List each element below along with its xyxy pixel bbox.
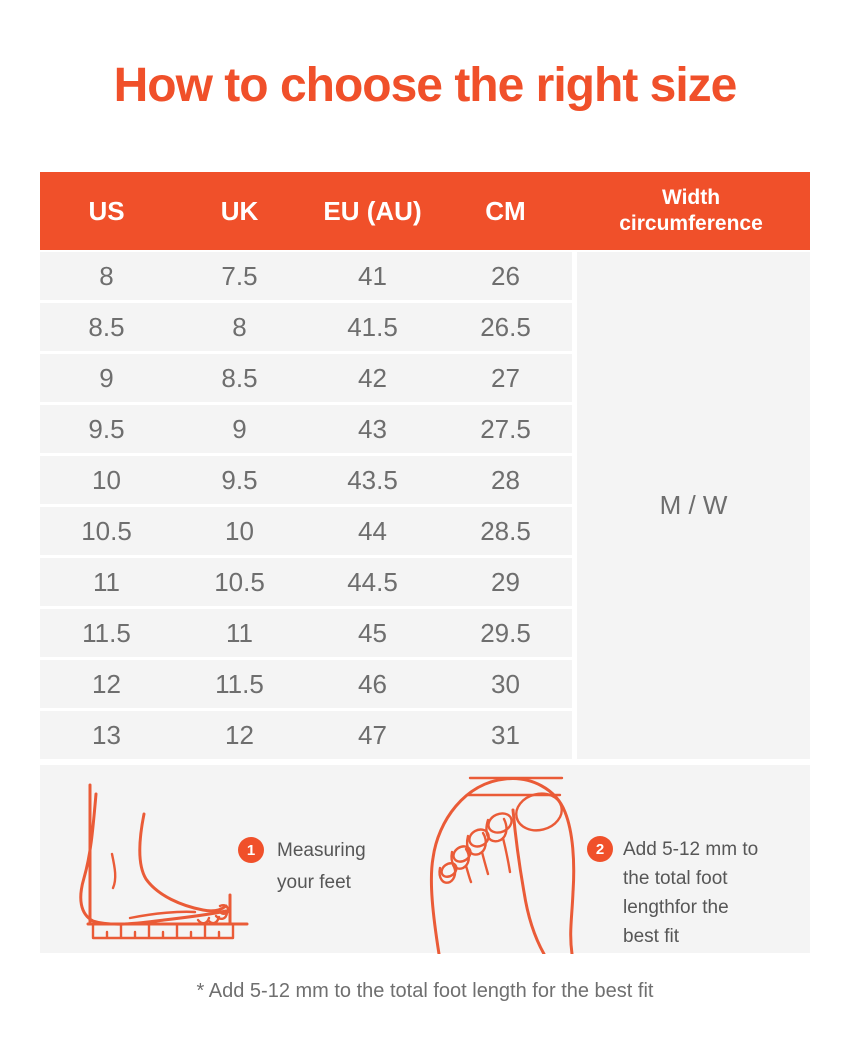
width-circumference-cell: M / W (577, 252, 810, 759)
step-text-line: lengthfor the (623, 897, 729, 918)
width-header-line-1: Width (661, 186, 721, 209)
size-cell-us: 10 (92, 464, 121, 495)
size-cell-eu: 43.5 (347, 464, 398, 495)
size-cell-eu: 46 (358, 668, 387, 699)
size-cell-eu: 44.5 (347, 566, 398, 597)
size-cell-eu: 47 (358, 719, 387, 750)
size-cell-us: 13 (92, 719, 121, 750)
size-cell-us: 11.5 (82, 617, 131, 648)
foot-top-view-icon (429, 776, 576, 954)
table-body: 8 7.5 41 26 8.5 8 41.5 26.5 9 8.5 42 27 9.5 9 43 27.5 10… (40, 252, 810, 759)
size-cell-cm: 29 (491, 566, 520, 597)
size-cell-uk: 11 (226, 617, 253, 648)
size-cell-eu: 43 (358, 413, 387, 444)
header-cell-cm: CM (485, 195, 526, 226)
size-cell-cm: 26.5 (480, 311, 531, 342)
width-header-line-2: circumference (619, 212, 763, 235)
size-cell-us: 8 (99, 260, 114, 291)
step-1-text: Measuring your feet (277, 835, 366, 899)
size-cell-uk: 8.5 (221, 362, 258, 393)
size-cell-uk: 8 (232, 311, 247, 342)
size-cell-cm: 29.5 (480, 617, 531, 648)
step-2-badge: 2 (587, 836, 613, 862)
size-cell-uk: 11.5 (215, 668, 264, 699)
size-cell-cm: 28.5 (480, 515, 531, 546)
step-text-line: the total foot (623, 868, 728, 889)
size-cell-uk: 9.5 (221, 464, 258, 495)
size-cell-uk: 10 (225, 515, 254, 546)
page-title: How to choose the right size (113, 59, 738, 112)
size-cell-cm: 27 (491, 362, 520, 393)
size-cell-eu: 41 (358, 260, 387, 291)
header-cell-eu-au: EU (AU) (323, 195, 422, 226)
size-cell-uk: 12 (225, 719, 254, 750)
table-row: 9.5 9 43 27.5 (40, 405, 572, 453)
table-row: 10 9.5 43.5 28 (40, 456, 572, 504)
size-cell-us: 10.5 (81, 515, 132, 546)
size-cell-uk: 9 (232, 413, 247, 444)
table-row: 13 12 47 31 (40, 711, 572, 759)
size-cell-cm: 27.5 (480, 413, 531, 444)
step-text-line: Measuring (277, 840, 366, 861)
size-cell-us: 8.5 (88, 311, 125, 342)
header-cell-uk: UK (220, 195, 259, 226)
step-2-text: Add 5-12 mm to the total foot lengthfor … (623, 835, 758, 951)
measuring-guide-section: 1 Measuring your feet 2 Add 5-12 mm to t… (40, 765, 810, 954)
size-cell-uk: 10.5 (214, 566, 265, 597)
size-cell-us: 9 (99, 362, 114, 393)
table-row: 8.5 8 41.5 26.5 (40, 303, 572, 351)
step-text-line: best fit (623, 926, 679, 947)
table-row: 8 7.5 41 26 (40, 252, 572, 300)
header-cell-width-circumference: Width circumference (572, 185, 810, 237)
table-row: 9 8.5 42 27 (40, 354, 572, 402)
table-row: 11 10.5 44.5 29 (40, 558, 572, 606)
size-cell-eu: 45 (358, 617, 387, 648)
header-cell-us: US (88, 195, 125, 226)
step-1-badge: 1 (238, 837, 264, 863)
size-cell-us: 9.5 (88, 413, 125, 444)
size-cell-cm: 30 (491, 668, 520, 699)
table-row: 10.5 10 44 28.5 (40, 507, 572, 555)
step-text-line: your feet (277, 872, 351, 893)
size-cell-cm: 31 (491, 719, 520, 750)
step-text-line: Add 5-12 mm to (623, 839, 759, 860)
size-cell-eu: 41.5 (347, 311, 398, 342)
size-chart-table: US UK EU (AU) CM Width circumference 8 7.… (40, 172, 810, 759)
size-rows: 8 7.5 41 26 8.5 8 41.5 26.5 9 8.5 42 27 9.5 9 43 27.5 10… (40, 252, 572, 759)
size-cell-eu: 44 (358, 515, 387, 546)
size-cell-us: 12 (92, 668, 121, 699)
foot-side-view-icon (79, 783, 249, 940)
size-cell-cm: 28 (491, 464, 520, 495)
size-cell-uk: 7.5 (221, 260, 258, 291)
size-cell-eu: 42 (358, 362, 387, 393)
table-row: 12 11.5 46 30 (40, 660, 572, 708)
table-row: 11.5 11 45 29.5 (40, 609, 572, 657)
table-header-row: US UK EU (AU) CM Width circumference (40, 172, 810, 250)
footnote: * Add 5-12 mm to the total foot length f… (196, 980, 654, 1002)
size-cell-cm: 26 (491, 260, 520, 291)
size-cell-us: 11 (93, 566, 120, 597)
